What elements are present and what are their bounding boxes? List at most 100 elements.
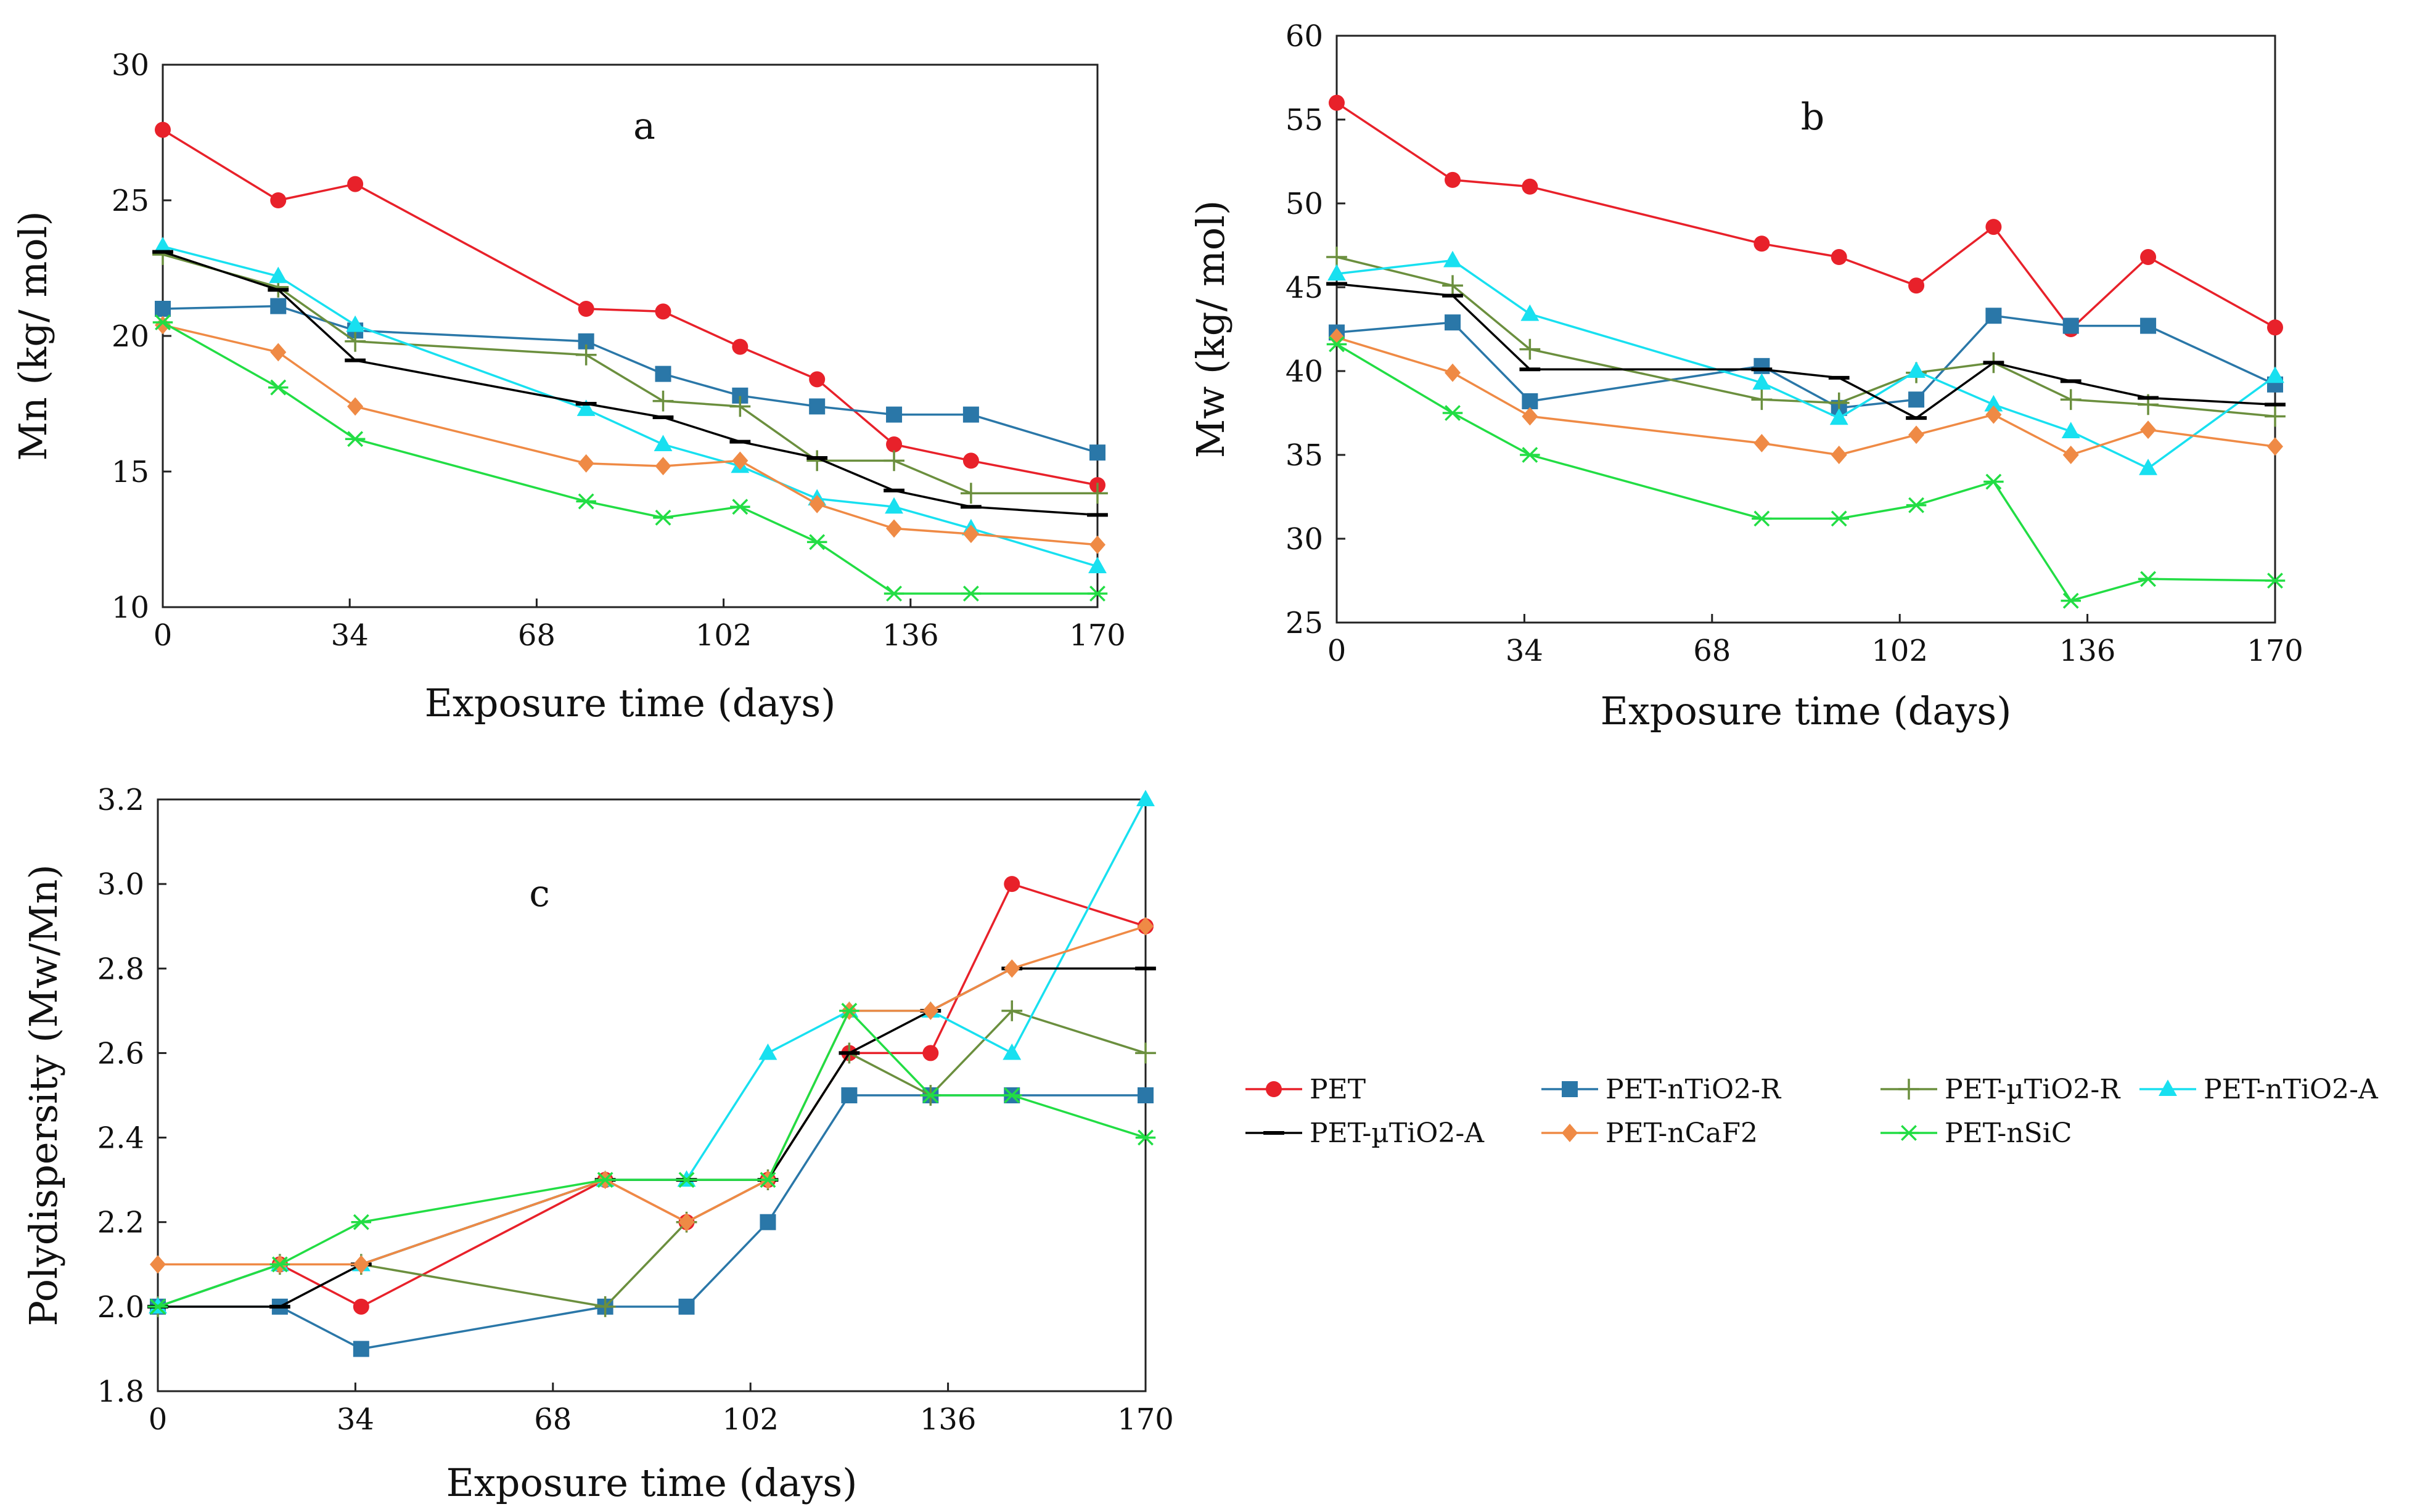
y-axis-label: Polydispersity (Mw/Mn)	[21, 864, 66, 1326]
data-point	[2140, 249, 2157, 266]
data-point	[1002, 1087, 1022, 1103]
series-pet-ncaf2	[1329, 328, 2283, 464]
series-line	[162, 304, 1098, 454]
y-tick-label: 55	[1286, 103, 1323, 137]
data-point	[758, 1043, 777, 1060]
x-tick-label: 34	[1506, 634, 1543, 668]
data-point	[1088, 557, 1107, 574]
data-point	[730, 499, 750, 515]
data-point	[2265, 573, 2286, 589]
data-point	[345, 431, 366, 447]
panel-label: c	[529, 872, 550, 915]
x-axis-label: Exposure time (days)	[446, 1460, 858, 1505]
y-tick-label: 2.6	[97, 1036, 144, 1071]
data-point	[2139, 459, 2158, 475]
chart-panel-b: 0 34 68 102 136 170 25 30 35 40 45 50 55 60 Exposure t…	[1188, 19, 2303, 734]
chart-panel-c: 0 34 68 102 136 170 1.8 2.0 2.2 2.4 2.6 2.8 3.0 3.2 Ex…	[21, 783, 1174, 1505]
data-point	[655, 457, 671, 476]
data-point	[2061, 422, 2080, 438]
x-tick-label: 0	[1327, 634, 1347, 668]
data-point	[1522, 407, 1538, 426]
series-pet-ntio2-r	[1329, 308, 2283, 416]
data-point	[961, 586, 982, 602]
data-point	[1138, 917, 1154, 936]
data-point	[1004, 876, 1020, 893]
x-tick-label: 136	[2059, 634, 2116, 668]
legend-marker	[1898, 1125, 1919, 1141]
legend-entry-pet-ntio2-r: PET-nTiO2-R	[1541, 1074, 1782, 1105]
legend-marker	[2159, 1079, 2177, 1097]
data-point	[578, 301, 594, 317]
data-point	[1908, 277, 1925, 294]
data-point	[758, 1172, 778, 1188]
data-point	[806, 534, 827, 550]
data-point	[1983, 473, 2004, 490]
legend-entry-pet-ncaf2: PET-nCaF2	[1541, 1118, 1758, 1149]
data-point	[2062, 317, 2079, 334]
y-tick-label: 1.8	[97, 1375, 144, 1409]
data-point	[155, 121, 171, 138]
data-point	[1985, 405, 2002, 424]
data-point	[1001, 1000, 1023, 1021]
legend-entry-pet-nsic: PET-nSiC	[1880, 1118, 2072, 1149]
data-point	[760, 1214, 776, 1230]
x-tick-label: 0	[149, 1402, 168, 1437]
series-line	[162, 253, 1097, 494]
data-point	[1087, 483, 1108, 504]
data-point	[884, 450, 904, 472]
data-point	[1984, 394, 2003, 412]
y-tick-label: 35	[1286, 438, 1323, 473]
legend-entry-pet-utio2-a: PET-µTiO2-A	[1245, 1118, 1485, 1149]
y-tick-label: 2.2	[97, 1206, 144, 1240]
data-point	[576, 399, 596, 416]
data-point	[1753, 358, 1770, 374]
x-tick-label: 34	[337, 1402, 374, 1437]
data-point	[678, 1212, 695, 1232]
data-point	[270, 298, 287, 314]
data-point	[155, 301, 171, 317]
series-line	[1336, 102, 2276, 330]
data-point	[1753, 434, 1770, 452]
data-point	[729, 396, 751, 417]
series-line	[162, 321, 1097, 595]
data-point	[147, 1298, 168, 1315]
data-point	[809, 371, 826, 388]
legend-entry-pet: PET	[1245, 1074, 1366, 1105]
data-point	[885, 497, 903, 514]
data-point	[155, 316, 171, 335]
series-line	[1336, 259, 2276, 470]
x-tick-label: 136	[882, 618, 939, 653]
x-tick-label: 102	[695, 618, 752, 653]
series-pet-utio2-a	[1326, 282, 2286, 420]
x-tick-label: 34	[331, 618, 369, 653]
data-point	[268, 379, 289, 396]
data-point	[1908, 425, 1925, 444]
data-point	[841, 1087, 858, 1103]
series-line	[1336, 256, 2276, 418]
data-point	[921, 1087, 941, 1103]
data-point	[886, 519, 903, 538]
data-point	[152, 314, 173, 330]
y-tick-label: 30	[1286, 522, 1323, 557]
data-point	[1004, 959, 1020, 978]
data-point	[652, 390, 674, 412]
y-tick-label: 15	[112, 455, 149, 489]
series-line	[162, 324, 1098, 546]
chart-panel-a: 0 34 68 102 136 170 10 15 20 25 30 Exposure time (d…	[10, 48, 1126, 725]
y-tick-label: 10	[112, 590, 149, 625]
y-tick-label: 3.2	[97, 783, 144, 817]
data-point	[886, 436, 903, 452]
data-point	[1519, 338, 1541, 360]
series-line	[1336, 314, 2276, 409]
y-tick-label: 60	[1286, 19, 1323, 54]
data-point	[575, 344, 597, 366]
data-point	[1522, 393, 1538, 409]
series-pet-utio2-a	[152, 250, 1108, 517]
series-pet-nsic	[1326, 336, 2286, 609]
x-tick-label: 170	[1117, 1402, 1174, 1437]
data-point	[1003, 1043, 1022, 1060]
data-point	[1089, 535, 1105, 554]
data-point	[2062, 446, 2079, 464]
data-point	[2138, 571, 2159, 587]
